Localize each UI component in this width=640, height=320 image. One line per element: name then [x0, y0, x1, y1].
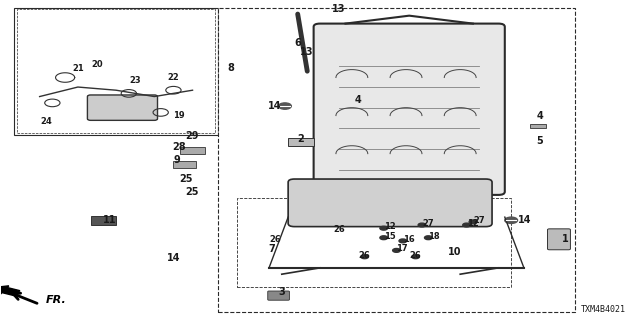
Text: 24: 24	[40, 117, 52, 126]
Circle shape	[380, 236, 388, 240]
Bar	[180, 147, 205, 154]
Text: 15: 15	[384, 232, 396, 241]
FancyBboxPatch shape	[218, 8, 575, 312]
Text: 9: 9	[173, 155, 180, 165]
Text: 4: 4	[355, 95, 362, 105]
Text: 16: 16	[403, 235, 415, 244]
FancyBboxPatch shape	[314, 24, 505, 195]
Circle shape	[393, 249, 400, 252]
Circle shape	[505, 217, 518, 223]
Text: 19: 19	[173, 111, 185, 120]
Circle shape	[278, 103, 291, 109]
FancyArrow shape	[0, 286, 20, 296]
Text: 26: 26	[333, 225, 345, 234]
Text: 13: 13	[332, 4, 346, 14]
Circle shape	[424, 236, 432, 240]
Text: 11: 11	[103, 215, 116, 225]
Text: 25: 25	[186, 187, 199, 197]
FancyBboxPatch shape	[288, 179, 492, 227]
Text: 25: 25	[179, 174, 193, 184]
FancyBboxPatch shape	[237, 198, 511, 287]
Circle shape	[361, 255, 369, 259]
Circle shape	[399, 239, 406, 243]
Text: 14: 14	[268, 101, 282, 111]
Text: 2: 2	[298, 134, 304, 144]
Text: 13: 13	[300, 47, 314, 57]
Bar	[91, 215, 116, 225]
Text: 7: 7	[269, 244, 275, 254]
Circle shape	[412, 255, 419, 259]
Text: 14: 14	[166, 253, 180, 263]
Text: 22: 22	[168, 73, 179, 82]
Text: 12: 12	[467, 219, 478, 228]
Text: 8: 8	[228, 63, 234, 73]
Circle shape	[463, 223, 470, 227]
Text: 6: 6	[294, 38, 301, 48]
Text: 28: 28	[173, 142, 186, 152]
Text: 23: 23	[129, 76, 141, 85]
Text: TXM4B4021: TXM4B4021	[581, 305, 626, 314]
Text: 29: 29	[186, 131, 199, 141]
Text: 26: 26	[269, 235, 281, 244]
FancyBboxPatch shape	[14, 8, 218, 135]
Circle shape	[469, 220, 477, 224]
Bar	[173, 161, 196, 168]
FancyBboxPatch shape	[268, 291, 289, 300]
FancyBboxPatch shape	[547, 229, 570, 250]
FancyBboxPatch shape	[88, 95, 157, 120]
Bar	[288, 138, 314, 146]
Text: 27: 27	[473, 216, 484, 225]
Text: 1: 1	[562, 234, 569, 244]
Text: 27: 27	[422, 219, 433, 228]
Text: 20: 20	[91, 60, 103, 69]
Text: 4: 4	[537, 111, 543, 121]
Text: 3: 3	[278, 287, 285, 297]
Text: FR.: FR.	[46, 295, 67, 305]
Text: 10: 10	[447, 247, 461, 257]
Text: 26: 26	[410, 251, 422, 260]
Text: 14: 14	[518, 215, 531, 225]
Text: 12: 12	[384, 222, 396, 231]
Text: 18: 18	[428, 232, 440, 241]
Text: 21: 21	[72, 63, 84, 73]
Circle shape	[418, 223, 426, 227]
Circle shape	[380, 226, 388, 230]
Text: 26: 26	[359, 251, 371, 260]
Text: 17: 17	[396, 244, 408, 253]
Text: 5: 5	[537, 136, 543, 146]
Bar	[531, 124, 546, 128]
